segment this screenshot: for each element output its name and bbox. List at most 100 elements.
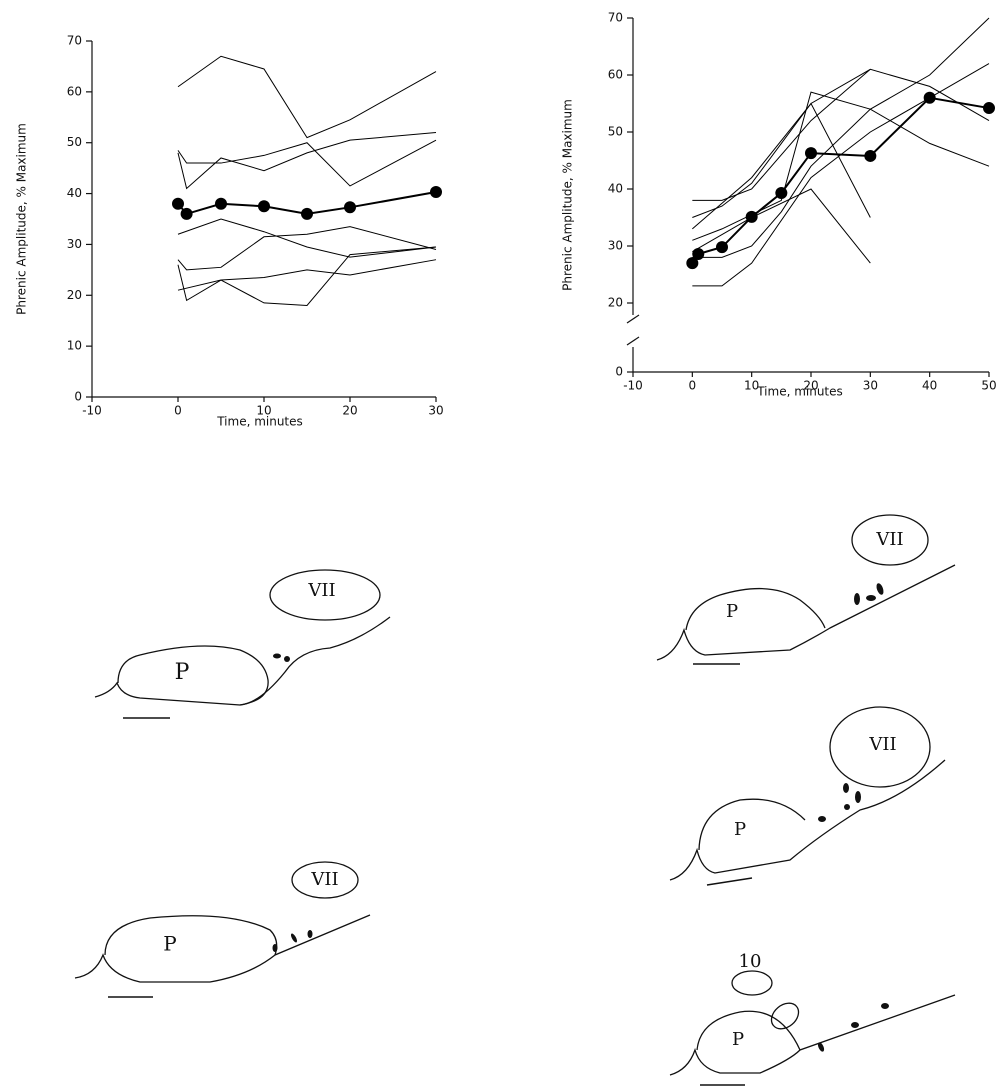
x-tick-label: 50 <box>981 379 996 393</box>
data-point <box>686 257 699 270</box>
data-point <box>258 200 270 213</box>
blob <box>851 1022 859 1028</box>
x-tick-label: 30 <box>863 379 878 393</box>
x-tick-label: -10 <box>623 379 643 393</box>
x-tick-label: 30 <box>428 404 443 418</box>
data-point <box>692 247 705 260</box>
y-tick-label: 50 <box>67 135 82 149</box>
data-point <box>344 201 356 214</box>
data-point <box>805 147 817 160</box>
series-line <box>692 188 871 264</box>
section-drawing: VII P <box>74 861 371 998</box>
label: P <box>163 932 176 956</box>
data-point <box>864 149 877 162</box>
blob <box>876 583 884 595</box>
outline <box>117 645 269 706</box>
data-point <box>775 186 788 199</box>
series-line <box>177 55 437 139</box>
y-tick-label: 20 <box>608 296 623 310</box>
section-drawing: VII P <box>656 514 956 665</box>
label: VII <box>875 529 903 550</box>
data-point <box>172 197 184 210</box>
outline <box>269 569 381 621</box>
x-tick-label: 20 <box>803 379 818 393</box>
data-point <box>923 91 936 104</box>
blob <box>290 933 298 943</box>
series-line <box>692 17 990 258</box>
series-line <box>691 96 990 264</box>
y-axis-label: Phrenic Amplitude, % Maximum <box>561 99 575 291</box>
blob <box>866 595 876 601</box>
outline <box>74 914 371 983</box>
x-axis-label: Time, minutes <box>756 385 843 399</box>
x-tick-label: -10 <box>82 404 102 418</box>
series-line <box>177 132 437 190</box>
outline <box>656 564 956 661</box>
series-line <box>177 218 437 258</box>
x-tick-label: 20 <box>342 404 357 418</box>
data-point <box>716 241 728 254</box>
data-point <box>180 207 193 220</box>
series-line <box>177 259 437 291</box>
blob <box>855 791 861 803</box>
label: P <box>175 660 190 685</box>
outline <box>770 1002 800 1030</box>
y-tick-label: 40 <box>608 182 623 196</box>
data-point <box>215 197 227 210</box>
axis-break <box>626 314 640 324</box>
x-tick-label: 10 <box>744 379 759 393</box>
y-tick-label: 30 <box>67 237 82 251</box>
x-tick-label: 0 <box>689 379 697 393</box>
label: VII <box>868 734 896 755</box>
y-tick-label: 60 <box>608 68 623 82</box>
series-line <box>177 226 437 271</box>
y-tick-label: 70 <box>67 34 82 48</box>
x-tick-label: 0 <box>174 404 182 418</box>
series-line <box>177 139 437 187</box>
scale-bar <box>706 877 753 886</box>
blob <box>284 656 290 662</box>
blob <box>272 944 278 952</box>
y-tick-label: 40 <box>67 186 82 200</box>
blob <box>818 816 826 822</box>
section-drawing: VII P <box>669 706 946 886</box>
label: 10 <box>739 951 762 972</box>
section-drawing: VII P <box>94 569 391 719</box>
outline <box>669 994 956 1076</box>
label: P <box>732 1029 744 1050</box>
label: P <box>726 601 738 622</box>
label: VII <box>310 869 338 890</box>
y-tick-label: 50 <box>608 125 623 139</box>
series-line <box>692 63 990 287</box>
axis-break <box>626 336 640 346</box>
y-tick-label: 20 <box>67 288 82 302</box>
y-tick-label: 0 <box>74 390 82 404</box>
y-tick-label: 30 <box>608 239 623 253</box>
x-tick-label: 40 <box>922 379 937 393</box>
blob <box>854 593 860 605</box>
outline <box>685 587 826 631</box>
y-axis-label: Phrenic Amplitude, % Maximum <box>15 123 29 315</box>
series-line <box>692 68 990 201</box>
y-tick-label: 70 <box>608 11 623 25</box>
y-tick-label: 10 <box>67 339 82 353</box>
label: VII <box>307 580 335 601</box>
blob <box>307 930 313 938</box>
outline <box>669 759 946 881</box>
outline <box>851 514 929 566</box>
outline <box>731 970 773 996</box>
series-line <box>177 246 437 306</box>
data-point <box>983 102 995 115</box>
y-tick-label: 60 <box>67 84 82 98</box>
outline <box>696 1010 801 1051</box>
blob <box>881 1003 889 1009</box>
data-point <box>745 210 758 223</box>
x-tick-label: 10 <box>256 404 271 418</box>
section-drawing: 10 P <box>669 951 956 1086</box>
blob <box>817 1042 825 1052</box>
outline <box>698 798 806 851</box>
blob <box>844 804 850 810</box>
blob <box>273 653 281 659</box>
series-line <box>692 91 990 241</box>
